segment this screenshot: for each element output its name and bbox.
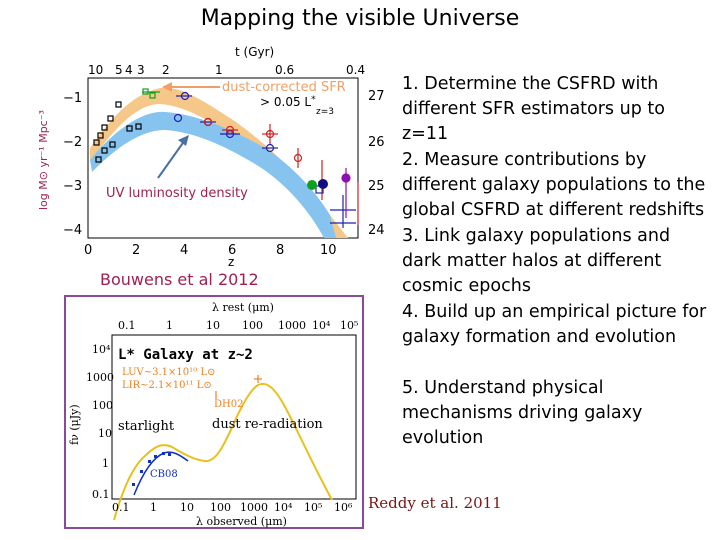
sed-dh-label: DH02 (214, 399, 243, 410)
sed-figure: λ rest (μm) 0.1 1 10 100 1000 10⁴ 10⁵ fν… (64, 295, 364, 529)
limit-sub-label: z=3 (316, 107, 334, 117)
left-tick: −1 (63, 91, 82, 106)
uv-band (90, 111, 336, 238)
sed-ir-points (215, 375, 262, 399)
top-tick: 2 (162, 63, 170, 77)
flux-tick: 10⁴ (92, 343, 111, 356)
left-tick: −3 (63, 179, 82, 194)
left-axis-ticks: −1 −2 −3 −4 (63, 91, 82, 238)
uv-arrow (157, 139, 186, 179)
bottom-tick: 8 (276, 243, 284, 258)
citation-bottom: Reddy et al. 2011 (368, 494, 502, 512)
point-5: 5. Understand physical mechanisms drivin… (402, 378, 643, 449)
sed-dust-label: dust re-radiation (212, 417, 323, 432)
top-axis-ticks: 10 5 4 3 2 1 0.6 0.4 (88, 63, 365, 77)
rest-tick: 100 (242, 319, 263, 332)
bottom-tick: 4 (180, 243, 188, 258)
observed-tick: 1000 (240, 501, 268, 514)
bottom-tick: 6 (228, 243, 236, 258)
bottom-axis-ticks: 0 2 4 6 8 10 (84, 243, 337, 258)
point-3: 3. Link galaxy populations and dark matt… (402, 226, 671, 297)
sed-starlight-label: starlight (118, 419, 175, 434)
right-tick: 24 (368, 223, 385, 238)
point-2: 2. Measure contributions by different ga… (402, 150, 706, 221)
sed-title: L* Galaxy at z~2 (118, 347, 253, 363)
citation-top: Bouwens et al 2012 (100, 270, 259, 289)
flux-axis-ticks: 10⁴ 1000 100 10 1 0.1 (86, 343, 114, 501)
top-tick: 0.6 (275, 63, 294, 77)
rest-tick: 10 (206, 319, 220, 332)
flux-tick: 0.1 (92, 488, 110, 501)
top-tick: 3 (137, 63, 145, 77)
rest-tick: 1000 (278, 319, 306, 332)
rest-axis-ticks: 0.1 1 10 100 1000 10⁴ 10⁵ (118, 319, 358, 332)
rest-axis-label: λ rest (μm) (212, 301, 274, 314)
flux-tick: 1 (102, 457, 109, 470)
top-tick: 4 (125, 63, 133, 77)
right-axis-ticks: 27 26 25 24 (368, 89, 385, 238)
observed-tick: 1 (150, 501, 157, 514)
left-tick: −4 (63, 223, 82, 238)
bottom-tick: 2 (132, 243, 140, 258)
flux-tick: 1000 (86, 371, 114, 384)
observed-tick: 10⁶ (334, 501, 353, 514)
rest-tick: 0.1 (118, 319, 136, 332)
flux-axis-label: fν (μJy) (68, 404, 81, 445)
top-tick: 10 (88, 63, 103, 77)
sed-curve (113, 382, 333, 521)
observed-tick: 10⁴ (274, 501, 293, 514)
bottom-tick: 0 (84, 243, 92, 258)
top-axis-label: t (Gyr) (235, 45, 274, 59)
right-tick: 27 (368, 89, 385, 104)
top-tick: 5 (115, 63, 123, 77)
slide-title: Mapping the visible Universe (200, 6, 520, 31)
left-axis-label: log M⊙ yr⁻¹ Mpc⁻³ (37, 110, 50, 210)
sed-points (132, 452, 171, 486)
observed-tick: 10⁵ (304, 501, 322, 514)
rest-tick: 10⁴ (312, 319, 331, 332)
csfrd-figure: t (Gyr) 10 5 4 3 2 1 0.6 0.4 log M⊙ yr⁻¹… (37, 45, 385, 269)
sed-lir: LIR~2.1×10¹¹ L⊙ (122, 380, 212, 391)
sed-frame (64, 295, 364, 529)
dust-arrow-head (162, 82, 172, 92)
top-tick: 1 (215, 63, 223, 77)
data-points (93, 88, 359, 228)
sed-plot-area (111, 334, 357, 500)
observed-axis-label: λ observed (μm) (196, 515, 287, 528)
left-tick: −2 (63, 135, 82, 150)
uv-arrow-head (178, 135, 189, 146)
plot-frame (87, 77, 359, 239)
observed-tick: 0.1 (112, 501, 130, 514)
observed-tick: 100 (210, 501, 231, 514)
bottom-axis-label: z (228, 255, 234, 269)
bottom-tick: 10 (320, 243, 337, 258)
right-tick: 25 (368, 179, 385, 194)
rest-tick: 1 (166, 319, 173, 332)
right-tick: 26 (368, 135, 385, 150)
limit-label: > 0.05 L* (260, 95, 316, 109)
sed-cb-label: CB08 (150, 469, 178, 480)
uv-label: UV luminosity density (106, 186, 248, 201)
top-tick: 0.4 (346, 63, 365, 77)
flux-tick: 100 (92, 399, 113, 412)
rest-tick: 10⁵ (340, 319, 358, 332)
sed-luv: LUV~3.1×10¹⁰ L⊙ (122, 367, 215, 378)
dust-label: dust-corrected SFR (222, 80, 346, 95)
dust-corrected-band (90, 87, 348, 238)
flux-tick: 10 (98, 427, 112, 440)
observed-tick: 10 (180, 501, 194, 514)
point-4: 4. Build up an empirical picture for gal… (402, 302, 707, 348)
point-1: 1. Determine the CSFRD with different SF… (402, 74, 665, 145)
observed-axis-ticks: 0.1 1 10 100 1000 10⁴ 10⁵ 10⁶ (112, 501, 353, 514)
